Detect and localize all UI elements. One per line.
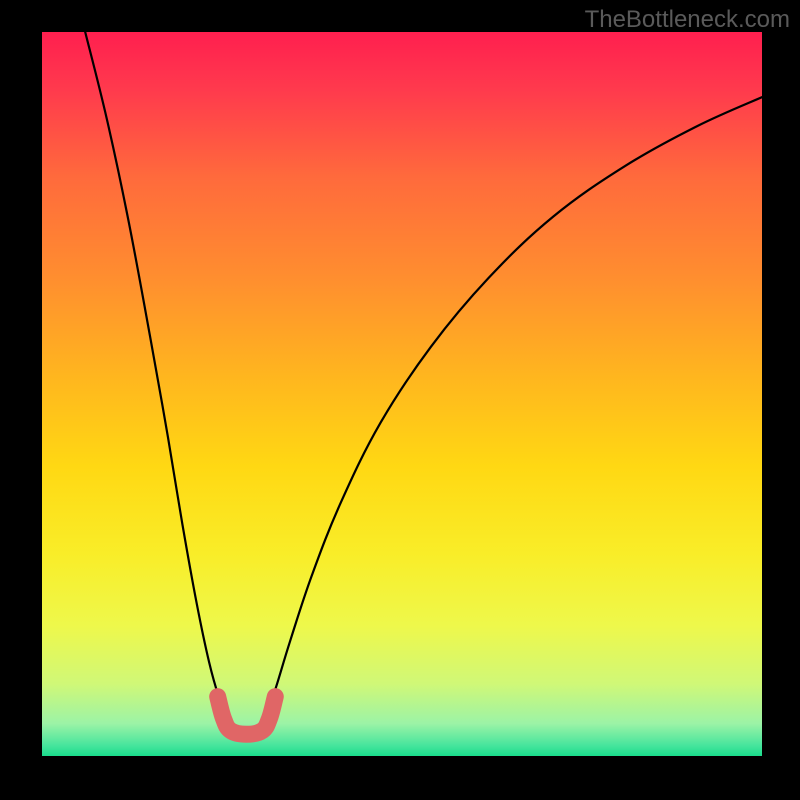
watermark-text: TheBottleneck.com	[585, 6, 790, 34]
chart-stage: TheBottleneck.com	[0, 0, 800, 800]
chart-svg	[0, 0, 800, 800]
plot-area	[42, 32, 762, 756]
